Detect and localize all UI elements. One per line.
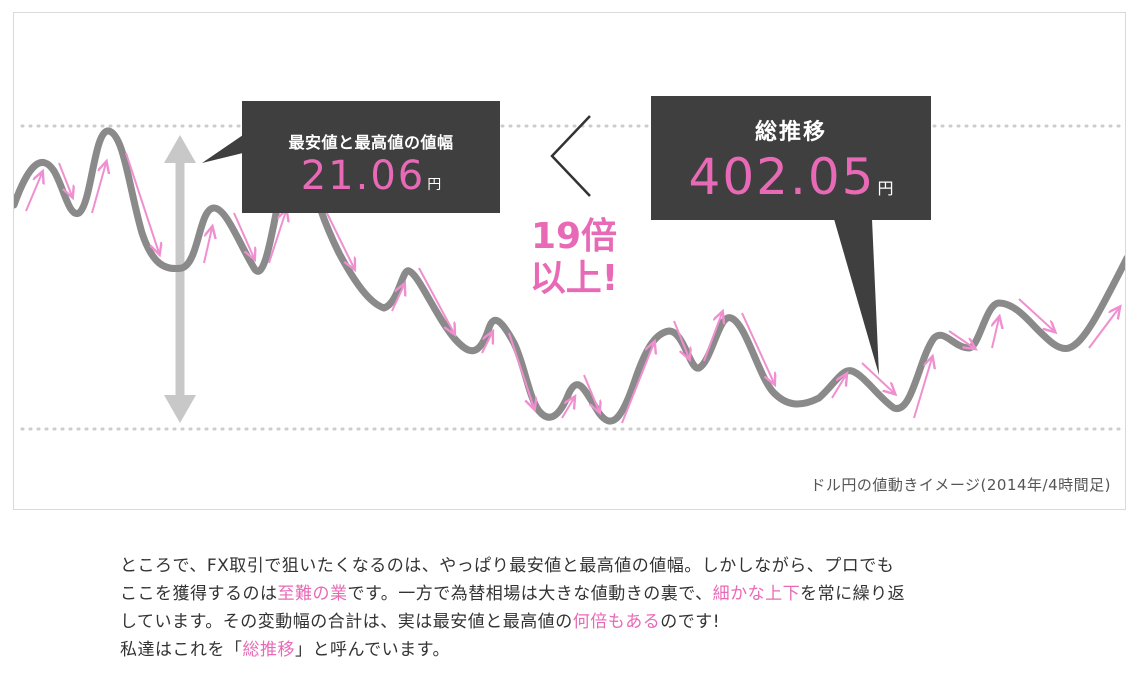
highlight-text: 細かな上下 (712, 584, 801, 604)
highlight-text: 総推移 (242, 640, 295, 660)
range-unit: 円 (427, 177, 442, 193)
highlight-text: 至難の業 (277, 584, 348, 604)
figure-caption: ドル円の値動きイメージ(2014年/4時間足) (810, 476, 1111, 494)
highlight-text: 何倍もある (572, 612, 661, 632)
range-callout-title: 最安値と最高値の値幅 (288, 133, 454, 152)
total-callout-value-row: 402.05 円 (651, 148, 931, 206)
body-text-segment: 私達はこれを「 (120, 640, 243, 660)
body-text-segment: ところで、FX取引で狙いたくなるのは、やっぱり最安値と最高値の値幅。しかしながら… (120, 556, 895, 576)
body-text-segment: を常に繰り返 (800, 584, 906, 604)
body-text-segment: ここを獲得するのは (120, 584, 278, 604)
movement-arrows (25, 152, 1119, 424)
body-line-4: 私達はこれを「総推移」と呼んでいます。 (120, 636, 1060, 664)
less-than-symbol (550, 115, 591, 197)
body-text-segment: です。一方で為替相場は大きな値動きの裏で、 (347, 584, 713, 604)
body-paragraph: ところで、FX取引で狙いたくなるのは、やっぱり最安値と最高値の値幅。しかしながら… (120, 552, 1060, 664)
total-callout-title: 総推移 (754, 120, 827, 145)
ratio-label: 19倍 以上! (514, 216, 634, 300)
body-text-segment: のです! (660, 612, 721, 632)
range-callout: 最安値と最高値の値幅 21.06 円 (242, 101, 500, 213)
price-movement-figure: 最安値と最高値の値幅 21.06 円 総推移 402.05 円 19倍 以上! ドル… (13, 12, 1126, 510)
total-callout-pointer (834, 219, 879, 375)
price-line (14, 127, 1125, 425)
range-double-arrow (164, 135, 196, 423)
total-unit: 円 (877, 179, 894, 198)
ratio-line-2: 以上! (529, 258, 619, 299)
range-callout-pointer (202, 135, 243, 163)
total-callout: 総推移 402.05 円 (651, 96, 931, 220)
body-text-segment: しています。その変動幅の合計は、実は最安値と最高値の (120, 612, 573, 632)
body-text-segment: 」と呼んでいます。 (295, 640, 450, 660)
ratio-line-1: 19倍 (530, 216, 618, 257)
range-value: 21.06 (300, 153, 426, 199)
body-line-1: ところで、FX取引で狙いたくなるのは、やっぱり最安値と最高値の値幅。しかしながら… (120, 552, 1060, 580)
body-line-3: しています。その変動幅の合計は、実は最安値と最高値の何倍もあるのです! (120, 608, 1060, 636)
range-callout-value-row: 21.06 円 (242, 153, 500, 199)
body-line-2: ここを獲得するのは至難の業です。一方で為替相場は大きな値動きの裏で、細かな上下を… (120, 580, 1060, 608)
price-chart-svg (14, 115, 1125, 431)
total-value: 402.05 (688, 148, 876, 206)
